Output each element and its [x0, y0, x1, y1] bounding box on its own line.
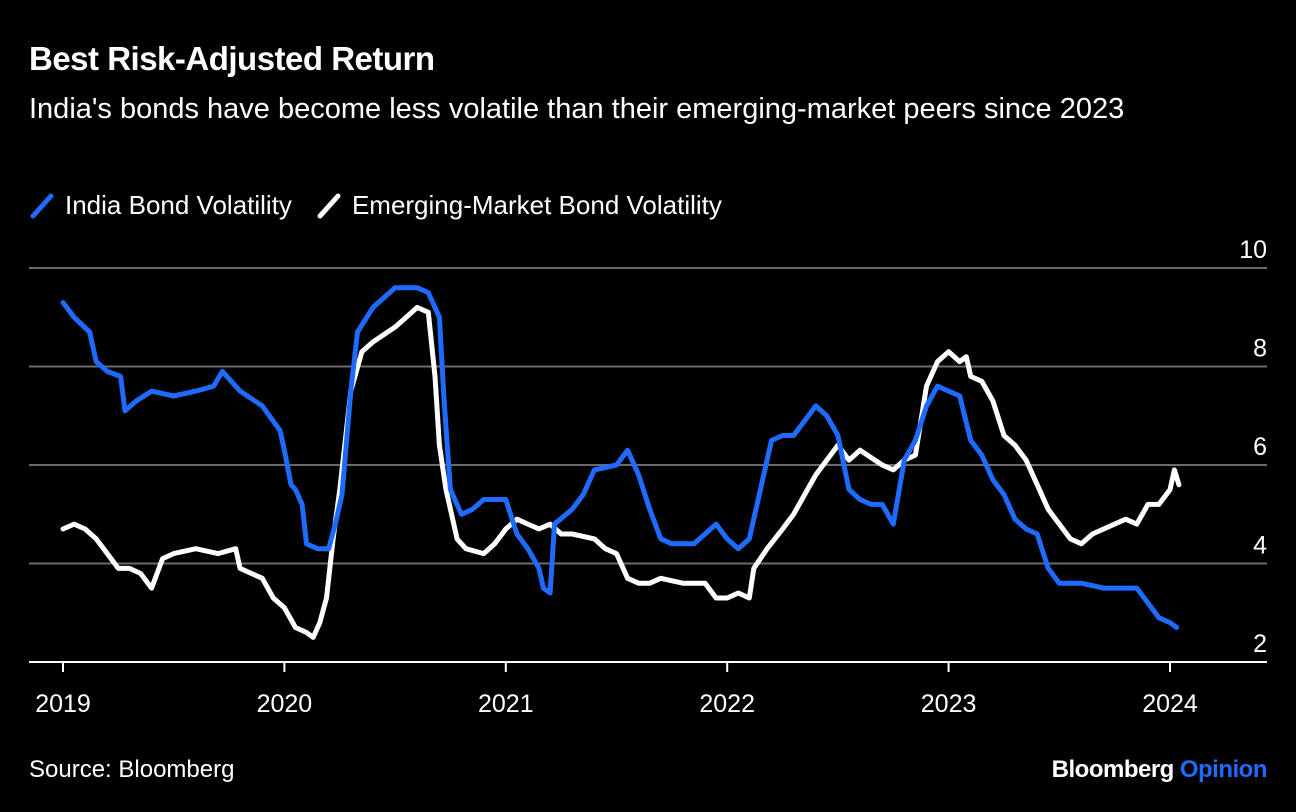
series-line-india — [60, 285, 1180, 630]
brand-suffix: Opinion — [1179, 756, 1268, 783]
y-tick-label: 8 — [1253, 335, 1267, 363]
series-layer — [60, 285, 1182, 640]
y-tick-label: 10 — [1239, 236, 1267, 264]
x-axis-layer: 2019 2020 2021 2022 2023 2024 — [29, 661, 1267, 718]
legend-item-india: India Bond Volatility — [29, 190, 292, 221]
x-tick-label: 2020 — [257, 690, 313, 718]
page-title: Best Risk-Adjusted Return — [29, 40, 435, 77]
series-line-em — [60, 304, 1182, 640]
legend-swatch-em — [317, 193, 341, 218]
x-tick-label: 2019 — [35, 690, 91, 718]
legend-label-em: Emerging-Market Bond Volatility — [351, 190, 722, 220]
x-tick-label: 2021 — [478, 690, 534, 718]
legend: India Bond Volatility Emerging-Market Bo… — [29, 190, 746, 221]
source-note: Source: Bloomberg — [29, 756, 235, 783]
legend-item-em: Emerging-Market Bond Volatility — [316, 190, 722, 221]
brand-name: Bloomberg — [1051, 756, 1175, 783]
x-tick-label: 2024 — [1142, 690, 1198, 718]
legend-swatch-india — [30, 193, 54, 218]
page-subtitle: India's bonds have become less volatile … — [29, 93, 1125, 125]
brand-logo: Bloomberg Opinion — [1051, 756, 1268, 784]
x-tick-label: 2023 — [921, 690, 977, 718]
y-tick-label: 6 — [1253, 433, 1267, 461]
grid-layer: 2 4 6 8 10 — [29, 236, 1267, 658]
y-tick-label: 2 — [1253, 630, 1267, 658]
x-tick-label: 2022 — [699, 690, 755, 718]
legend-label-india: India Bond Volatility — [65, 190, 292, 220]
y-tick-label: 4 — [1253, 532, 1267, 560]
